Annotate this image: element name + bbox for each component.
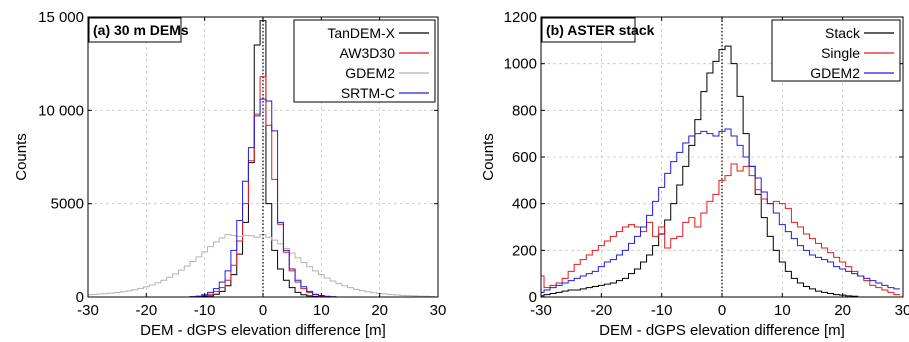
x-tick-label: 0 bbox=[718, 302, 726, 319]
y-tick-label: 800 bbox=[512, 102, 537, 119]
x-tick-label: -10 bbox=[651, 302, 673, 319]
y-tick-label: 5000 bbox=[51, 196, 84, 213]
x-tick-label: 30 bbox=[430, 302, 447, 319]
y-tick-label: 200 bbox=[512, 242, 537, 259]
legend: Stack Single GDEM2 bbox=[771, 19, 901, 82]
legend-box bbox=[293, 19, 436, 103]
x-axis-label: DEM - dGPS elevation difference [m] bbox=[599, 322, 845, 339]
legend-box bbox=[771, 19, 901, 82]
legend: TanDEM-X AW3D30 GDEM2 SRTM-C bbox=[293, 19, 436, 103]
legend-label: Single bbox=[821, 45, 860, 61]
x-tick-label: 20 bbox=[834, 302, 851, 319]
y-tick-label: 0 bbox=[529, 289, 537, 306]
legend-label: TanDEM-X bbox=[327, 25, 395, 41]
series-stack-line bbox=[541, 45, 900, 297]
x-tick-label: -20 bbox=[590, 302, 612, 319]
y-tick-label: 10 000 bbox=[38, 102, 84, 119]
x-tick-label: -30 bbox=[530, 302, 552, 319]
legend-label: Stack bbox=[825, 25, 861, 41]
y-tick-label: 600 bbox=[512, 149, 537, 166]
series-single-line bbox=[541, 163, 900, 296]
panel-label: (b) ASTER stack bbox=[546, 22, 655, 38]
x-tick-label: 0 bbox=[259, 302, 267, 319]
chart-panel-a: -30 -20 -10 0 10 20 30 0 5000 10 000 15 000 DEM - d… bbox=[13, 9, 446, 339]
y-tick-label: 15 000 bbox=[38, 9, 84, 26]
series-aw3d30-line bbox=[88, 76, 436, 297]
chart-panel-b: -30 -20 -10 0 10 20 30 0 200 400 600 800 1000 1200 DEM… bbox=[480, 9, 909, 339]
x-tick-label: 30 bbox=[895, 302, 909, 319]
y-axis-label: Counts bbox=[13, 133, 30, 181]
series-srtm-c-line bbox=[88, 98, 436, 297]
legend-label: GDEM2 bbox=[810, 65, 860, 81]
panel-label: (a) 30 m DEMs bbox=[93, 22, 189, 38]
legend-label: GDEM2 bbox=[345, 65, 395, 81]
legend-label: AW3D30 bbox=[339, 45, 395, 61]
y-tick-label: 1000 bbox=[504, 56, 537, 73]
y-axis-label: Counts bbox=[480, 133, 497, 181]
x-tick-label: 20 bbox=[371, 302, 388, 319]
x-tick-label: -20 bbox=[135, 302, 157, 319]
x-tick-label: -30 bbox=[77, 302, 99, 319]
panel-label-box bbox=[88, 17, 182, 43]
legend-label: SRTM-C bbox=[341, 85, 395, 101]
series-tandem-x-line bbox=[88, 20, 436, 297]
series-group bbox=[88, 20, 436, 297]
x-tick-label: 10 bbox=[774, 302, 791, 319]
y-tick-label: 0 bbox=[76, 289, 84, 306]
x-tick-label: -10 bbox=[194, 302, 216, 319]
y-tick-label: 1200 bbox=[504, 9, 537, 26]
series-gdem2-line bbox=[541, 128, 900, 293]
series-gdem2-line bbox=[88, 233, 436, 297]
x-axis-label: DEM - dGPS elevation difference [m] bbox=[140, 322, 386, 339]
y-tick-label: 400 bbox=[512, 196, 537, 213]
x-tick-label: 10 bbox=[313, 302, 330, 319]
panel-label-box bbox=[541, 17, 636, 43]
series-group bbox=[541, 45, 900, 297]
